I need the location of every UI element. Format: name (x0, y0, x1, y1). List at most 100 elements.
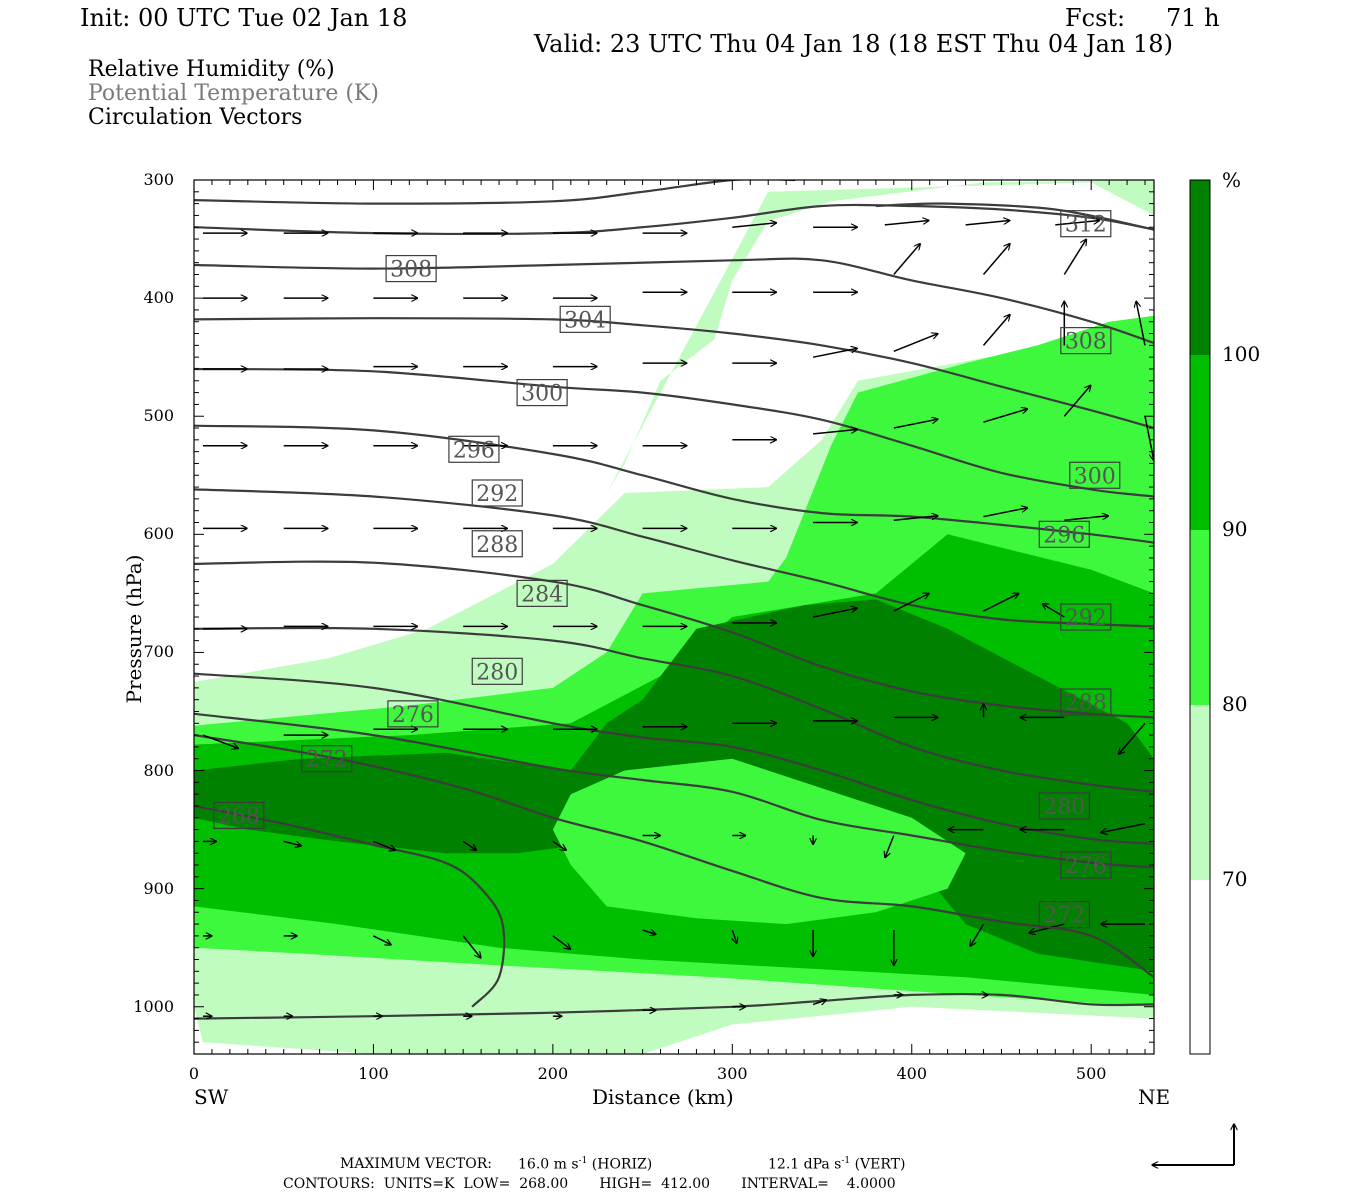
theta-contour-296-5 (194, 424, 1154, 544)
theta-label-box (1060, 851, 1112, 879)
circulation-vector (1136, 301, 1146, 346)
init-time: Init: 00 UTC Tue 02 Jan 18 (80, 4, 408, 32)
theta-label: 308 (390, 258, 432, 283)
circulation-vector (983, 594, 1019, 612)
axis-ticks (193, 179, 1154, 1055)
theta-contour-268-12 (194, 804, 506, 1008)
y-tick-label: 300 (143, 170, 174, 189)
theta-label-box (471, 479, 523, 507)
theta-contour-304-3 (194, 317, 1154, 430)
theta-label-box (516, 378, 568, 407)
forecast-hour-label: Fcst: (1065, 4, 1126, 32)
colorbar-level-label: 100 (1222, 342, 1261, 366)
colorbar-level-label: 80 (1222, 692, 1248, 716)
y-tick-label: 700 (143, 642, 174, 662)
circulation-vector (1064, 516, 1108, 521)
circulation-vector (552, 840, 566, 850)
circulation-vector (983, 508, 1028, 518)
x-tick-label: 300 (717, 1064, 748, 1083)
theta-label: 284 (521, 582, 563, 607)
y-tick-label: 900 (143, 878, 174, 898)
theta-contour-276-10 (194, 712, 1154, 869)
circulation-vector (812, 348, 857, 358)
circulation-vector (893, 334, 938, 352)
theta-contour-272-11 (194, 734, 1154, 979)
circulation-vector (965, 221, 1010, 226)
y-tick-label: 600 (143, 524, 174, 544)
theta-label: 268 (218, 804, 260, 829)
colorbar-frame (1189, 179, 1211, 1055)
theta-label: 296 (453, 438, 495, 463)
x-tick-label: 0 (188, 1064, 200, 1083)
theta-label: 280 (1043, 795, 1085, 820)
theta-label: 288 (1065, 691, 1107, 716)
x-tick-label: 400 (896, 1064, 928, 1083)
circulation-vector (552, 935, 571, 949)
theta-label-box (1060, 603, 1112, 631)
colorbar-seg-below70 (1190, 880, 1210, 1054)
reference-vector-icon (1152, 1124, 1234, 1165)
circulation-vector (982, 244, 1010, 275)
x-tick-label: 200 (537, 1064, 569, 1083)
circulation-vector (812, 1000, 826, 1004)
colorbar-seg-80-90 (1190, 530, 1210, 705)
circulation-vector (1029, 923, 1065, 933)
colorbar-level-label: 70 (1222, 867, 1248, 891)
theta-label-box (1038, 792, 1090, 820)
circulation-vector (885, 835, 895, 858)
circulation-vector (983, 409, 1028, 423)
max-vector-label: MAXIMUM VECTOR: (340, 1156, 492, 1172)
circulation-vector (1144, 416, 1154, 460)
theta-label-box (559, 305, 611, 333)
theta-label-box (301, 745, 353, 773)
circulation-vector (1063, 239, 1086, 275)
theta-label: 300 (521, 382, 563, 407)
colorbar-seg-70-80 (1190, 705, 1210, 880)
theta-label: 276 (1065, 854, 1107, 879)
theta-label: 280 (476, 660, 518, 685)
theta-contour-300-4 (194, 367, 1154, 498)
x-tick-label: 100 (358, 1064, 389, 1083)
theta-label-box (387, 700, 439, 728)
circulation-vector (1055, 221, 1099, 226)
y-tick-label: 800 (143, 760, 174, 780)
circulation-vector (812, 608, 857, 618)
y-axis-label: Pressure (hPa) (122, 554, 146, 704)
colorbar-level-label: 90 (1222, 517, 1248, 541)
theta-contour-312-b-0 (875, 202, 1154, 231)
theta-label-box (385, 254, 437, 283)
theta-label: 276 (392, 703, 434, 728)
colorbar-unit: % (1222, 168, 1242, 192)
theta-contour-308-2 (194, 257, 1154, 345)
y-tick-label: 1000 (133, 996, 174, 1016)
theta-label-layer: 3123083043002962922882842802762722683083… (213, 210, 1121, 929)
circulation-vector (970, 923, 985, 946)
theta-label-box (448, 435, 500, 463)
theta-label: 292 (1065, 606, 1107, 631)
theta-label: 292 (476, 482, 518, 507)
theta-contour-layer (194, 180, 1154, 1020)
circulation-vector (1101, 822, 1146, 833)
circulation-vector (732, 223, 776, 228)
theta-label-box (516, 579, 568, 607)
theta-label: 312 (1065, 213, 1107, 238)
theta-label: 288 (476, 533, 518, 558)
circulation-vector (893, 594, 929, 612)
circulation-vector (732, 929, 736, 943)
circulation-vector (462, 935, 481, 958)
circulation-vector (202, 734, 238, 748)
circulation-vector (1119, 722, 1146, 754)
contours-info: CONTOURS: UNITS=K LOW= 268.00 HIGH= 412.… (283, 1176, 896, 1192)
theta-label-box (1060, 688, 1112, 716)
theta-label-box (213, 801, 265, 830)
theta-label: 308 (1065, 330, 1107, 355)
x-end-label-left: SW (194, 1085, 229, 1109)
circulation-vector (283, 840, 302, 845)
theta-label-box (1069, 461, 1121, 489)
theta-label-box (1038, 520, 1090, 548)
rh-pocket-80-90-1 (552, 758, 966, 925)
circulation-vector (373, 935, 391, 945)
circulation-vector (462, 840, 476, 850)
theta-label-box (1060, 210, 1112, 238)
